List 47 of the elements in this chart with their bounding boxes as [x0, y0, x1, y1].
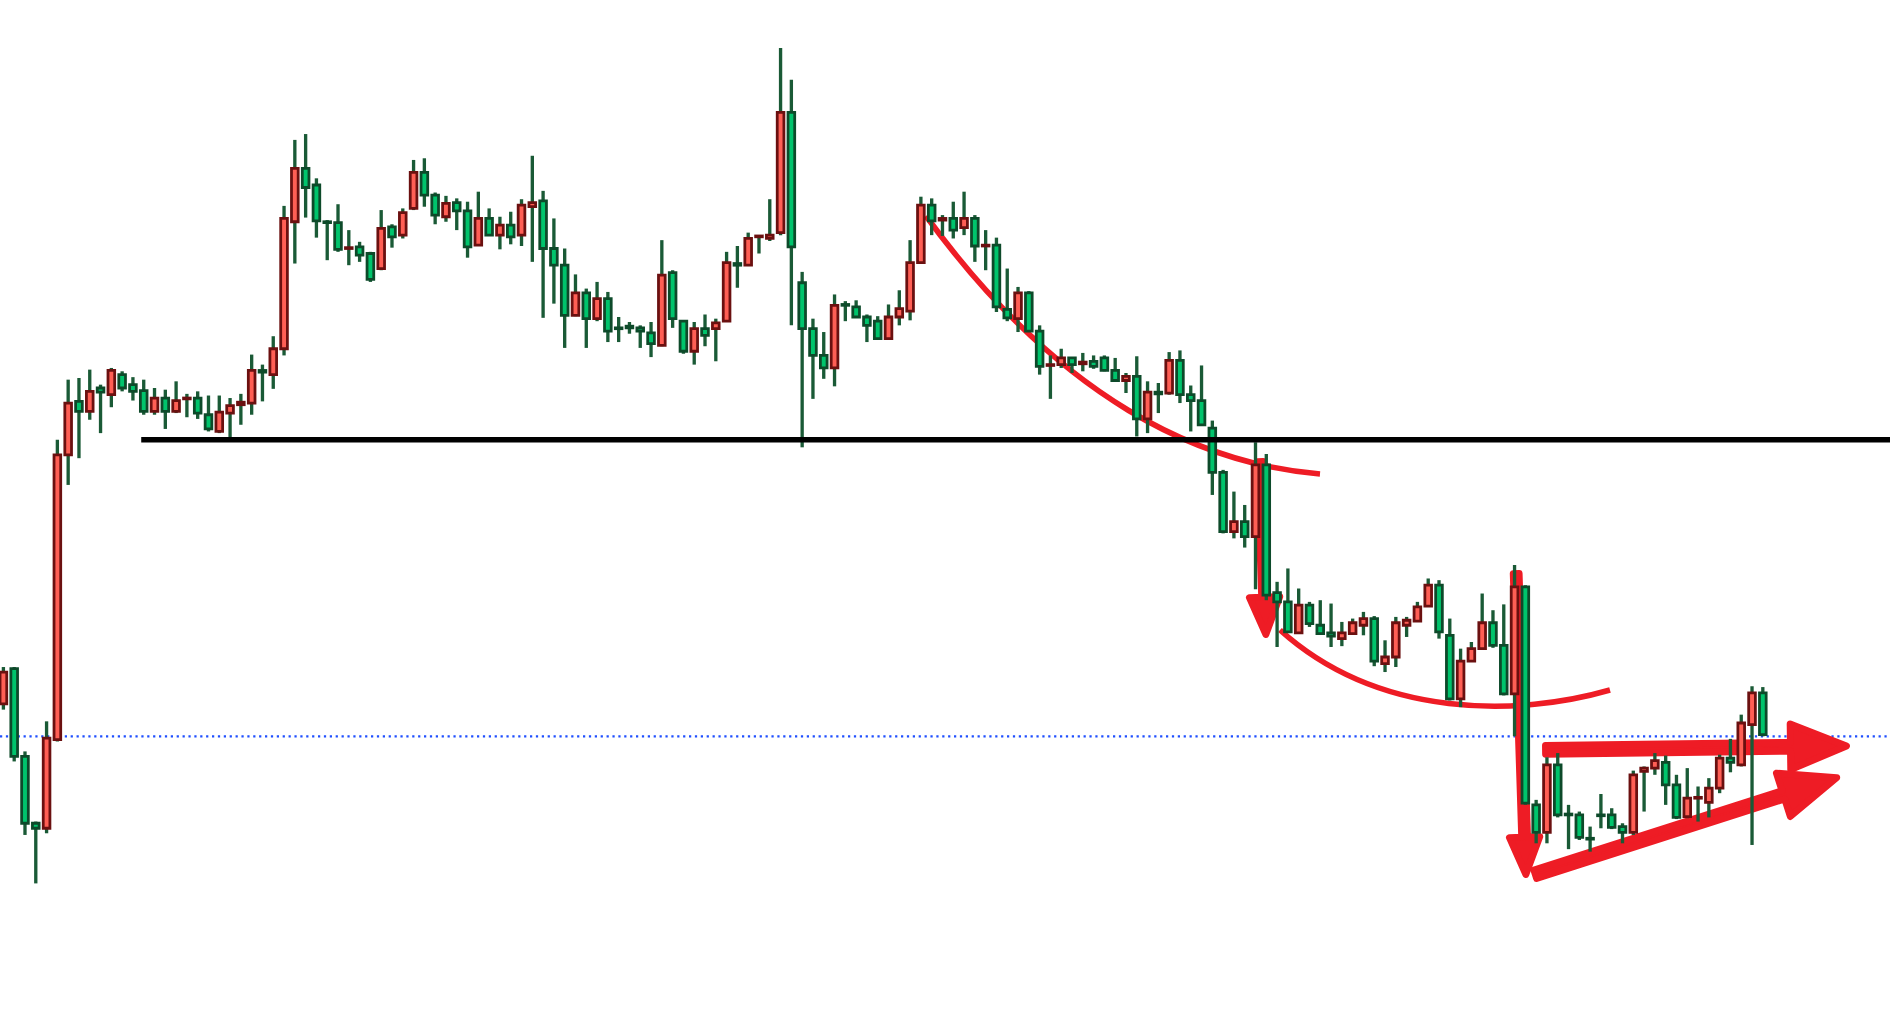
candlestick	[678, 318, 689, 356]
candlestick	[948, 200, 959, 241]
candlestick	[0, 665, 9, 712]
candlestick	[85, 367, 95, 422]
candlestick	[970, 213, 980, 264]
candlestick	[344, 228, 354, 267]
candlestick	[1369, 614, 1379, 668]
candlestick	[495, 215, 505, 251]
candlestick	[74, 376, 84, 460]
candlestick	[1121, 371, 1131, 395]
candlestick	[1153, 381, 1164, 415]
candlestick	[408, 158, 419, 212]
candlestick	[667, 268, 678, 330]
candlestick	[1078, 351, 1088, 373]
candlestick	[1293, 586, 1304, 636]
candlestick	[398, 206, 408, 241]
candlestick	[689, 320, 699, 367]
candlestick	[484, 206, 494, 238]
candlestick	[1132, 354, 1142, 439]
candlestick	[570, 272, 581, 318]
candlestick	[387, 222, 397, 250]
candlestick	[959, 190, 969, 237]
candlestick	[1725, 737, 1736, 774]
candlestick	[592, 280, 602, 323]
candlestick	[1239, 503, 1250, 550]
candlestick	[473, 190, 484, 248]
candlestick	[441, 194, 451, 224]
candlestick	[505, 210, 516, 246]
candlestick	[1002, 266, 1012, 323]
candlestick	[926, 196, 937, 237]
candlestick	[1013, 285, 1023, 334]
candlestick	[376, 208, 386, 272]
candlestick	[980, 228, 991, 272]
candlestick	[149, 386, 160, 417]
candlestick	[1142, 379, 1153, 435]
candlestick	[700, 312, 710, 348]
candlestick	[1164, 350, 1174, 397]
candlestick	[937, 213, 948, 238]
candlestick	[1758, 685, 1768, 739]
candlestick	[257, 362, 268, 404]
candlestick	[106, 366, 117, 409]
candlestick	[160, 388, 171, 431]
candlestick	[1229, 489, 1239, 541]
candlestick	[732, 244, 743, 290]
candlestick	[581, 286, 592, 350]
candlestick	[1434, 578, 1444, 641]
candlestick	[95, 383, 106, 435]
